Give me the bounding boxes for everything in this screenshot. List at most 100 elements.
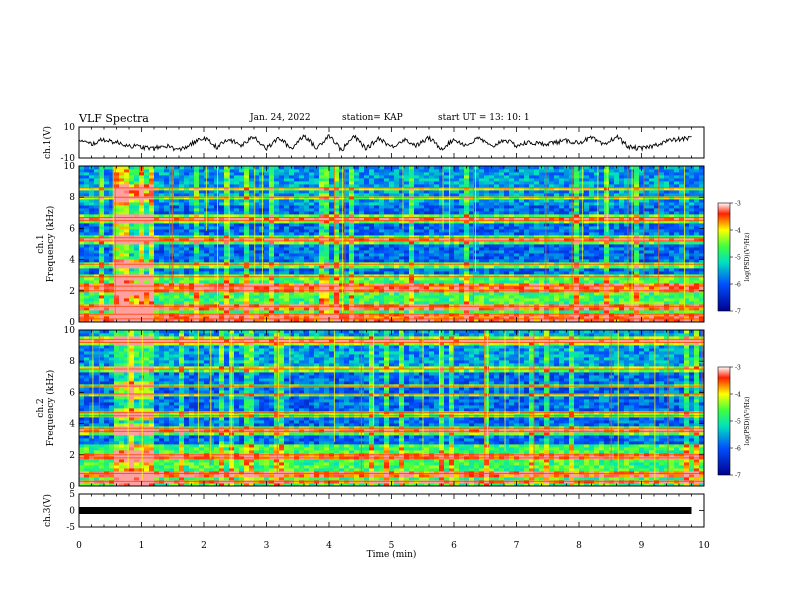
spectrogram-cell (174, 220, 180, 224)
spectrogram-cell (449, 310, 455, 314)
spectrogram-cell (334, 175, 340, 179)
spectrogram-cell (309, 211, 315, 215)
spectrogram-cell (409, 190, 415, 194)
spectrogram-cell (509, 169, 515, 173)
spectrogram-cell (239, 223, 245, 227)
spectrogram-cell (144, 268, 150, 272)
spectrogram-cell (454, 181, 460, 185)
spectrogram-cell (234, 172, 240, 176)
spectrogram-cell (324, 172, 330, 176)
spectrogram-cell (209, 283, 215, 287)
spectrogram-cell (434, 217, 440, 221)
spectrogram-cell (89, 217, 95, 221)
spectrogram-cell (549, 271, 555, 275)
spectrogram-cell (219, 226, 225, 230)
spectrogram-cell (224, 280, 230, 284)
spectrogram-cell (444, 202, 450, 206)
spectrogram-cell (429, 244, 435, 248)
spectrogram-cell (314, 202, 320, 206)
spectrogram-cell (99, 226, 105, 230)
spectrogram-cell (94, 274, 100, 278)
spectrogram-cell (509, 250, 515, 254)
spectrogram-cell (194, 262, 200, 266)
spectrogram-cell (479, 172, 485, 176)
spectrogram-cell (474, 307, 480, 311)
spectrogram-cell (534, 232, 540, 236)
spectrogram-cell (504, 301, 510, 305)
spectrogram-cell (524, 250, 530, 254)
spectrogram-cell (399, 253, 405, 257)
spectrogram-cell (384, 262, 390, 266)
spectrogram-cell (389, 217, 395, 221)
spectrogram-cell (419, 202, 425, 206)
spectrogram-cell (189, 175, 195, 179)
spectrogram-cell (319, 274, 325, 278)
spectrogram-cell (244, 187, 250, 191)
spectrogram-cell (154, 304, 160, 308)
spectrogram-cell (454, 301, 460, 305)
spectrogram-cell (184, 268, 190, 272)
spectrogram-cell (384, 295, 390, 299)
spectrogram-cell (279, 256, 285, 260)
spectrogram-cell (384, 271, 390, 275)
spectrogram-cell (429, 238, 435, 242)
spectrogram-cell (529, 223, 535, 227)
spectrogram-cell (254, 220, 260, 224)
spectrogram-cell (169, 247, 175, 251)
spectrogram-cell (409, 235, 415, 239)
spectrogram-cell (539, 241, 545, 245)
spectrogram-cell (449, 178, 455, 182)
spectrogram-cell (359, 277, 365, 281)
spectrogram-cell (339, 223, 345, 227)
spectrogram-cell (354, 199, 360, 203)
spectrogram-cell (354, 250, 360, 254)
spectrogram-cell (219, 280, 225, 284)
spectrogram-cell (479, 298, 485, 302)
spectrogram-cell (134, 166, 140, 170)
spectrogram-cell (314, 271, 320, 275)
spectrogram-cell (304, 259, 310, 263)
spectrogram-cell (254, 205, 260, 209)
spectrogram-cell (184, 187, 190, 191)
spectrogram-cell (544, 187, 550, 191)
spectrogram-cell (484, 295, 490, 299)
spectrogram-cell (454, 280, 460, 284)
spectrogram-cell (479, 184, 485, 188)
spectrogram-cell (354, 310, 360, 314)
spectrogram-cell (434, 301, 440, 305)
spectrogram-cell (434, 256, 440, 260)
spectrogram-cell (494, 271, 500, 275)
spectrogram-cell (399, 292, 405, 296)
spectrogram-cell (299, 223, 305, 227)
spectrogram-cell (204, 262, 210, 266)
spectrogram-cell (154, 169, 160, 173)
spectrogram-cell (554, 202, 560, 206)
spectrogram-cell (399, 274, 405, 278)
spectrogram-cell (529, 175, 535, 179)
spectrogram-cell (309, 298, 315, 302)
spectrogram-cell (359, 319, 365, 323)
spectrogram-cell (549, 253, 555, 257)
spectrogram-cell (209, 220, 215, 224)
spectrogram-cell (359, 259, 365, 263)
spectrogram-cell (149, 307, 155, 311)
spectrogram-cell (89, 184, 95, 188)
spectrogram-cell (229, 175, 235, 179)
spectrogram-cell (139, 286, 145, 290)
spectrogram-cell (104, 232, 110, 236)
spectrogram-cell (409, 274, 415, 278)
spectrogram-cell (524, 280, 530, 284)
spectrogram-cell (484, 178, 490, 182)
spectrogram-cell (514, 202, 520, 206)
spectrogram-cell (109, 169, 115, 173)
spectrogram-cell (99, 220, 105, 224)
spectrogram-cell (199, 184, 205, 188)
spectrogram-cell (374, 184, 380, 188)
spectrogram-cell (264, 223, 270, 227)
spectrogram-cell (299, 229, 305, 233)
spectrogram-cell (499, 262, 505, 266)
spectrogram-cell (424, 178, 430, 182)
spectrogram-cell (414, 247, 420, 251)
spectrogram-cell (359, 238, 365, 242)
spectrogram-cell (524, 259, 530, 263)
